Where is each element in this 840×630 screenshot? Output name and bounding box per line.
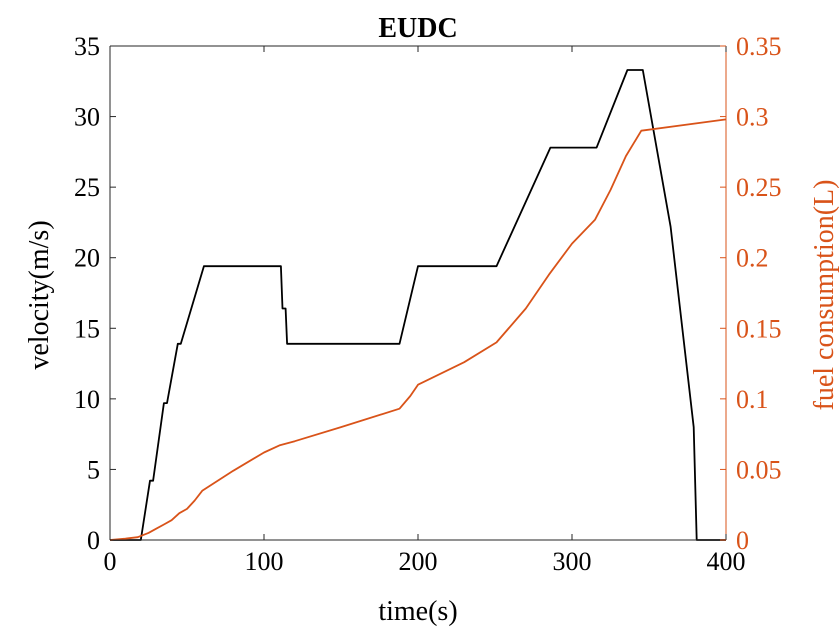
x-tick-label: 100 xyxy=(245,547,284,576)
y-left-tick-label: 20 xyxy=(74,244,100,273)
x-tick-label: 300 xyxy=(553,547,592,576)
y-right-tick-label: 0.15 xyxy=(736,314,782,343)
y-right-tick-label: 0.2 xyxy=(736,244,769,273)
y-right-tick-label: 0.25 xyxy=(736,173,782,202)
y-right-tick-label: 0.35 xyxy=(736,32,782,61)
velocity-line xyxy=(110,69,726,541)
y-left-tick-label: 10 xyxy=(74,385,100,414)
y-axis-left-label: velocity(m/s) xyxy=(24,220,55,369)
y-right-tick-label: 0 xyxy=(736,526,749,555)
x-tick-label: 400 xyxy=(707,547,746,576)
y-left-tick-label: 30 xyxy=(74,103,100,132)
y-left-tick-label: 5 xyxy=(87,455,100,484)
x-tick-label: 200 xyxy=(399,547,438,576)
y-right-tick-label: 0.1 xyxy=(736,385,769,414)
plot-area: 0 100 200 300 4000510152025303500.050.10.150… xyxy=(74,32,782,576)
chart-title: EUDC xyxy=(378,13,457,44)
y-right-tick-label: 0.05 xyxy=(736,455,782,484)
y-left-tick-label: 25 xyxy=(74,173,100,202)
fuel-consumption-line xyxy=(109,118,727,541)
y-axis-right-label: fuel consumption(L) xyxy=(809,180,840,411)
y-left-tick-label: 15 xyxy=(74,314,100,343)
x-tick-label: 0 xyxy=(104,547,117,576)
y-left-tick-label: 0 xyxy=(87,526,100,555)
x-axis-label: time(s) xyxy=(378,596,457,627)
y-left-tick-label: 35 xyxy=(74,32,100,61)
y-right-tick-label: 0.3 xyxy=(736,103,769,132)
